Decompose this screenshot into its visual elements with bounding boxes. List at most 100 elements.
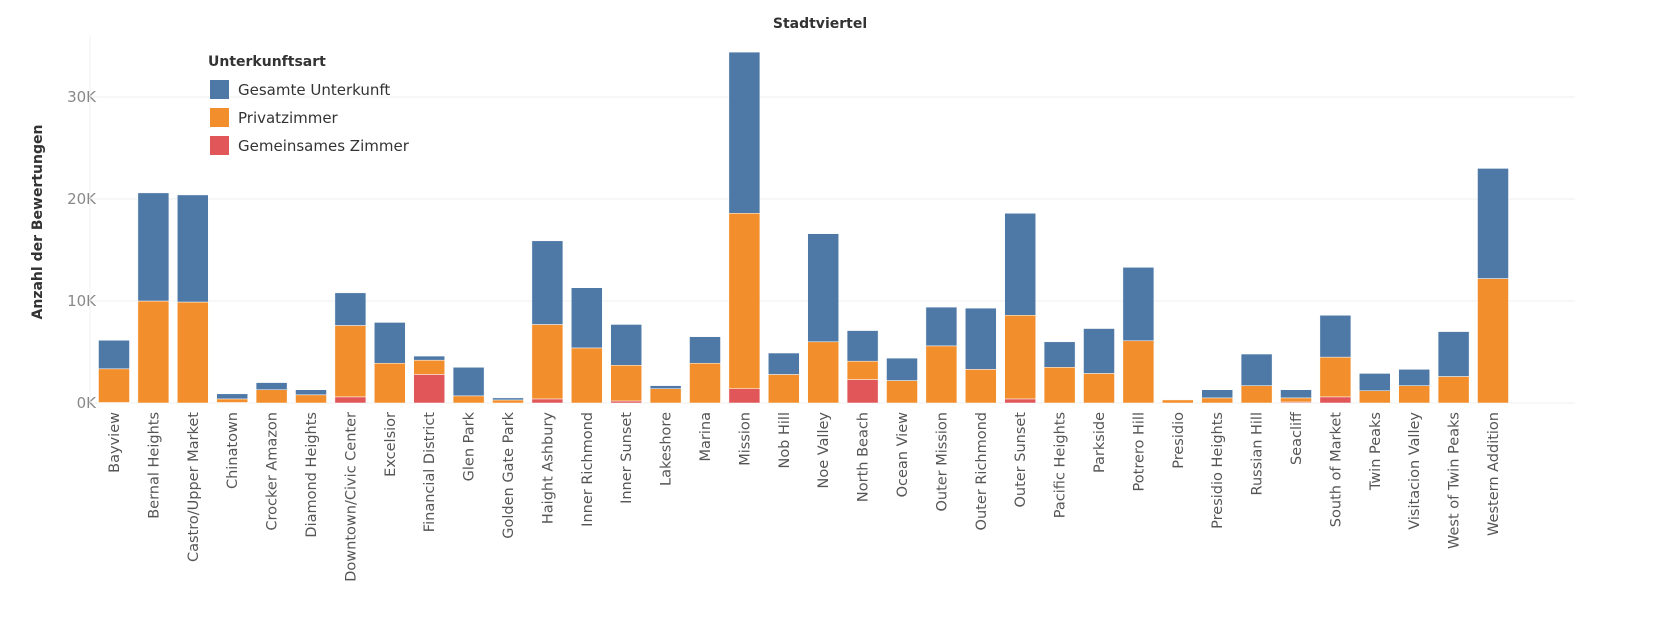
bar-segment-private[interactable]	[886, 380, 918, 404]
bar-segment-entire[interactable]	[1398, 369, 1430, 386]
bar-segment-private[interactable]	[1004, 315, 1036, 400]
bar-segment-entire[interactable]	[1280, 389, 1312, 399]
bar-segment-private[interactable]	[374, 362, 406, 404]
bar-stack[interactable]	[1398, 369, 1430, 404]
bar-segment-entire[interactable]	[216, 393, 248, 400]
bar-stack[interactable]	[1319, 315, 1352, 404]
bar-stack[interactable]	[374, 322, 406, 404]
bar-stack[interactable]	[1240, 353, 1273, 404]
bar-segment-entire[interactable]	[334, 292, 367, 326]
bar-segment-entire[interactable]	[295, 389, 327, 396]
bar-segment-private[interactable]	[571, 347, 603, 404]
bar-stack[interactable]	[1359, 373, 1391, 404]
bar-segment-shared[interactable]	[413, 374, 445, 404]
bar-segment-entire[interactable]	[452, 367, 485, 397]
bar-segment-shared[interactable]	[1319, 396, 1352, 404]
bar-segment-entire[interactable]	[1083, 328, 1115, 374]
bar-segment-entire[interactable]	[728, 51, 761, 214]
bar-stack[interactable]	[689, 336, 721, 404]
bar-segment-entire[interactable]	[1122, 267, 1155, 342]
bar-segment-private[interactable]	[768, 374, 800, 404]
bar-segment-shared[interactable]	[531, 398, 564, 404]
bar-stack[interactable]	[768, 352, 800, 404]
bar-segment-entire[interactable]	[925, 306, 958, 347]
bar-segment-private[interactable]	[1319, 356, 1352, 398]
bar-stack[interactable]	[571, 287, 603, 404]
bar-stack[interactable]	[255, 382, 288, 404]
bar-segment-entire[interactable]	[649, 385, 682, 389]
bar-segment-entire[interactable]	[1004, 213, 1036, 316]
bar-segment-private[interactable]	[413, 359, 445, 375]
bar-segment-private[interactable]	[807, 341, 839, 404]
bar-stack[interactable]	[610, 324, 642, 404]
bar-segment-private[interactable]	[689, 362, 721, 404]
bar-segment-entire[interactable]	[255, 382, 288, 390]
bar-segment-private[interactable]	[965, 369, 997, 404]
bar-segment-private[interactable]	[216, 398, 248, 403]
bar-stack[interactable]	[413, 355, 445, 404]
bar-segment-entire[interactable]	[137, 192, 170, 302]
bar-segment-private[interactable]	[255, 389, 288, 404]
bar-segment-entire[interactable]	[177, 194, 209, 303]
bar-segment-private[interactable]	[1083, 373, 1115, 404]
bar-segment-entire[interactable]	[571, 287, 603, 349]
bar-segment-entire[interactable]	[98, 340, 130, 370]
bar-segment-private[interactable]	[1043, 367, 1076, 404]
bar-stack[interactable]	[98, 340, 130, 404]
bar-segment-private[interactable]	[846, 360, 879, 380]
bar-segment-private[interactable]	[1201, 397, 1233, 404]
bar-segment-private[interactable]	[531, 324, 564, 400]
bar-stack[interactable]	[1122, 267, 1155, 404]
bar-segment-shared[interactable]	[846, 379, 879, 404]
bar-segment-entire[interactable]	[1201, 389, 1233, 399]
bar-segment-private[interactable]	[1162, 399, 1194, 404]
bar-segment-entire[interactable]	[531, 240, 564, 325]
bar-segment-entire[interactable]	[1043, 341, 1076, 368]
bar-segment-private[interactable]	[1122, 340, 1155, 404]
bar-segment-private[interactable]	[728, 213, 761, 389]
bar-segment-entire[interactable]	[886, 357, 918, 381]
bar-segment-private[interactable]	[649, 388, 682, 404]
bar-stack[interactable]	[334, 292, 367, 404]
bar-segment-entire[interactable]	[965, 307, 997, 370]
bar-stack[interactable]	[295, 389, 327, 404]
bar-segment-entire[interactable]	[1437, 331, 1470, 377]
bar-segment-entire[interactable]	[807, 233, 839, 343]
bar-segment-entire[interactable]	[413, 355, 445, 361]
bar-stack[interactable]	[846, 330, 879, 404]
bar-stack[interactable]	[925, 306, 958, 404]
bar-segment-entire[interactable]	[374, 322, 406, 364]
bar-segment-entire[interactable]	[1240, 353, 1273, 386]
bar-segment-entire[interactable]	[1477, 168, 1509, 279]
bar-segment-private[interactable]	[1477, 278, 1509, 404]
bar-segment-private[interactable]	[177, 301, 209, 404]
bar-stack[interactable]	[531, 240, 564, 404]
bar-segment-shared[interactable]	[728, 388, 761, 404]
bar-stack[interactable]	[137, 192, 170, 404]
bar-stack[interactable]	[1280, 389, 1312, 404]
bar-segment-private[interactable]	[137, 300, 170, 404]
bar-segment-private[interactable]	[1280, 397, 1312, 403]
bar-segment-shared[interactable]	[610, 400, 642, 404]
bar-segment-entire[interactable]	[768, 352, 800, 375]
bar-stack[interactable]	[452, 367, 485, 404]
bar-stack[interactable]	[1043, 341, 1076, 404]
bar-segment-entire[interactable]	[846, 330, 879, 362]
bar-segment-private[interactable]	[1359, 390, 1391, 404]
bar-segment-private[interactable]	[1240, 385, 1273, 404]
bar-stack[interactable]	[492, 397, 524, 404]
bar-stack[interactable]	[1004, 213, 1036, 404]
bar-stack[interactable]	[1437, 331, 1470, 404]
bar-stack[interactable]	[1477, 168, 1509, 404]
bar-segment-private[interactable]	[610, 365, 642, 402]
bar-stack[interactable]	[807, 233, 839, 404]
bar-segment-private[interactable]	[98, 368, 130, 403]
bar-stack[interactable]	[177, 194, 209, 404]
bar-stack[interactable]	[1201, 389, 1233, 404]
bar-segment-private[interactable]	[452, 395, 485, 404]
bar-segment-private[interactable]	[492, 399, 524, 404]
bar-stack[interactable]	[216, 393, 248, 404]
bar-stack[interactable]	[1162, 399, 1194, 404]
bar-stack[interactable]	[728, 51, 761, 404]
bar-segment-shared[interactable]	[1004, 398, 1036, 404]
